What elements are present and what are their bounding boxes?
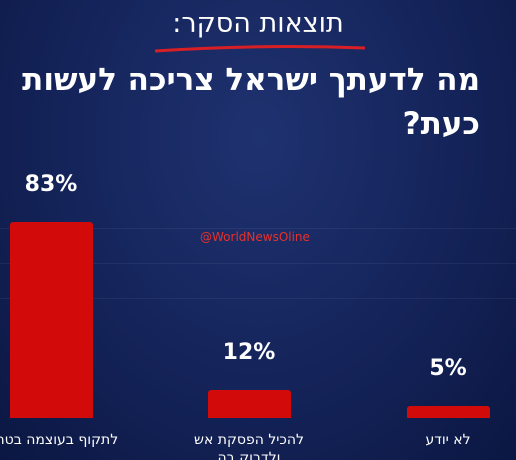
value-label: 83% [24,172,78,198]
x-tick-label: לתקוף בעוצמה בטהרן [0,432,119,448]
chart-subtitle: מה לדעתך ישראל צריכה לעשות כעת? [22,62,480,142]
background-line [0,228,516,229]
value-label: 12% [222,339,276,365]
x-tick-label: לא יודע [425,432,471,448]
bar [207,389,291,418]
x-tick-label: להכיל הפסקת אש ולדבוק בה [194,432,304,460]
background-line [0,263,516,264]
value-label: 5% [429,356,467,382]
bar [406,406,490,418]
background-line [0,298,516,299]
chart-title: תוצאות הסקר: [172,8,344,39]
title-underline [154,45,366,53]
bar [9,222,93,418]
watermark: @WorldNewsOline [200,230,310,244]
